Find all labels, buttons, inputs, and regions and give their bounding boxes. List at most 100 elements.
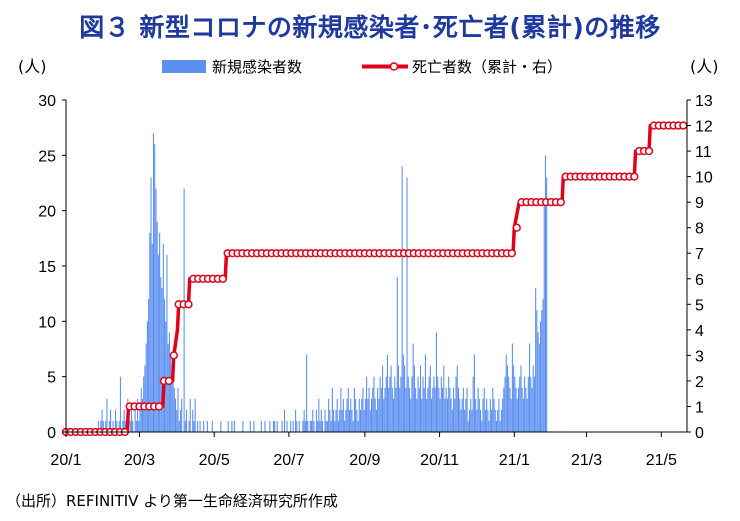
bar	[341, 409, 343, 432]
bar	[310, 420, 313, 432]
bars-layer	[97, 133, 548, 432]
bar	[192, 409, 194, 432]
deaths-point	[679, 121, 688, 130]
bar	[537, 332, 539, 432]
legend: 新規感染者数 死亡者数（累計・右）	[162, 58, 562, 76]
x-tick-label: 20/9	[349, 452, 380, 469]
right-tick-label: 9	[695, 195, 704, 212]
bar	[199, 420, 201, 432]
bar	[264, 420, 266, 432]
bar	[450, 398, 452, 432]
bar	[156, 221, 158, 432]
x-tick-label: 20/3	[124, 452, 155, 469]
bar	[166, 254, 168, 432]
bar	[519, 376, 521, 432]
bar	[366, 376, 368, 432]
bar	[326, 420, 328, 432]
bar	[106, 398, 108, 432]
bar	[531, 387, 533, 432]
bar	[417, 376, 419, 432]
bar	[231, 420, 233, 432]
bar	[119, 376, 121, 432]
right-tick-label: 8	[695, 221, 704, 238]
bar	[464, 409, 466, 432]
bar	[542, 299, 544, 432]
bar	[170, 354, 172, 432]
bar	[105, 420, 107, 432]
bar	[541, 310, 543, 432]
bar	[352, 420, 354, 432]
bar	[462, 387, 464, 432]
bar	[302, 420, 304, 432]
bar	[468, 409, 471, 432]
bar	[467, 420, 469, 432]
bar	[515, 387, 517, 432]
bar	[482, 398, 484, 432]
bar	[329, 409, 331, 432]
bar	[494, 409, 496, 432]
bar	[509, 387, 511, 432]
bar	[514, 376, 516, 432]
deaths-point	[164, 376, 174, 386]
left-tick-label: 20	[38, 204, 56, 221]
left-tick-label: 25	[38, 148, 56, 165]
bar	[442, 387, 444, 432]
bar	[378, 398, 380, 432]
bar	[405, 387, 407, 432]
bar	[480, 409, 482, 432]
bar	[368, 387, 370, 432]
bar	[325, 420, 327, 432]
bar	[508, 376, 510, 432]
bar	[227, 420, 229, 432]
bar	[342, 398, 344, 432]
bar	[488, 420, 490, 432]
bar	[189, 398, 191, 432]
bar	[380, 387, 382, 432]
bar	[538, 343, 540, 432]
bar	[444, 398, 446, 432]
bar	[522, 398, 524, 432]
bar	[397, 365, 399, 432]
right-tick-label: 5	[695, 297, 704, 314]
bar	[102, 420, 104, 432]
bar	[375, 409, 377, 432]
bar	[391, 387, 393, 432]
x-tick-label: 21/5	[646, 452, 677, 469]
bar	[471, 409, 473, 432]
bar	[456, 365, 458, 432]
bar	[524, 376, 526, 432]
bar	[249, 420, 251, 432]
bar	[455, 376, 457, 432]
bar	[466, 387, 468, 432]
bar	[540, 321, 542, 432]
bar	[453, 387, 455, 432]
bar	[525, 387, 527, 432]
bar	[383, 398, 385, 432]
bar	[141, 398, 144, 432]
bar	[520, 365, 522, 432]
deaths-point	[630, 172, 639, 181]
bar	[317, 420, 319, 432]
bar	[306, 354, 308, 432]
bar	[395, 387, 397, 432]
bar	[172, 376, 174, 432]
bar	[511, 343, 513, 432]
bar	[492, 387, 494, 432]
bar	[108, 420, 110, 432]
bar	[307, 420, 309, 432]
bar	[315, 409, 317, 432]
bar	[345, 409, 347, 432]
bar	[123, 409, 125, 432]
bar	[473, 354, 475, 432]
bar	[533, 376, 535, 432]
bar	[423, 387, 425, 432]
bar	[304, 420, 306, 432]
bar	[446, 398, 448, 432]
bar	[424, 354, 426, 432]
bar	[413, 365, 415, 432]
bar	[481, 420, 483, 432]
right-tick-label: 3	[695, 348, 704, 365]
bar	[476, 409, 478, 432]
bar	[324, 409, 326, 432]
